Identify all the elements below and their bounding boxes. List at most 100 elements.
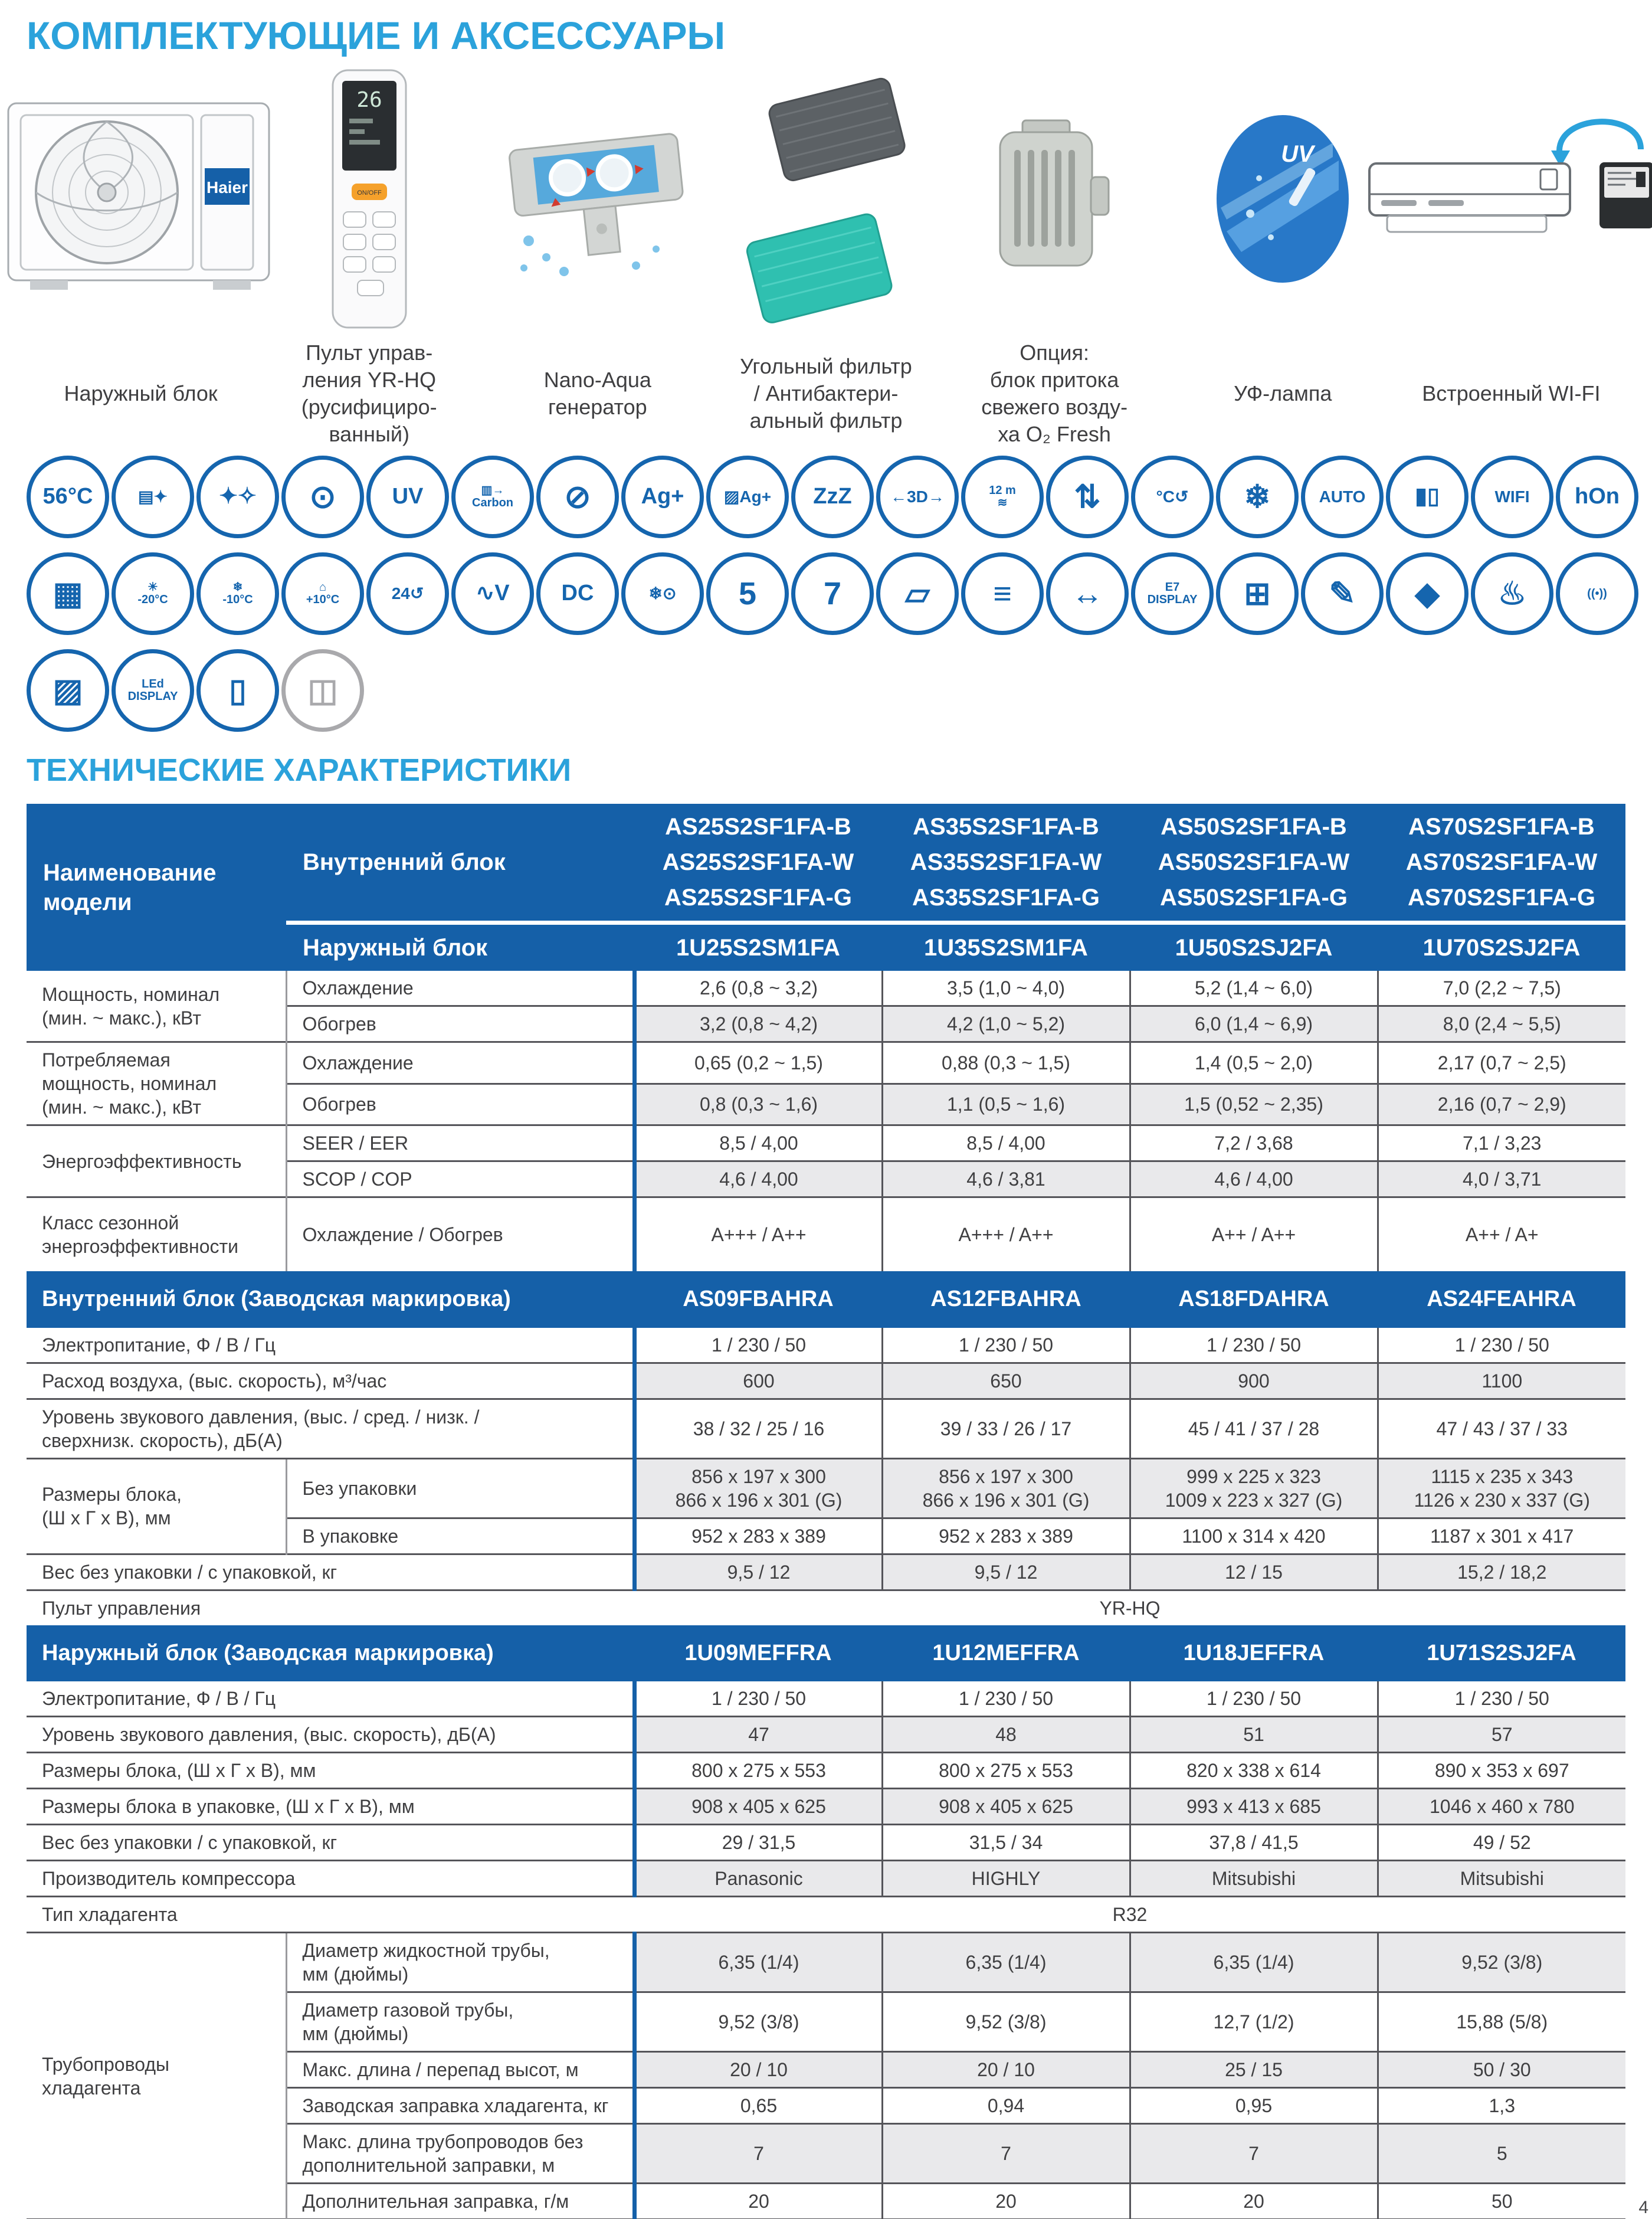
temp-56c-icon: 56°C — [27, 456, 109, 538]
row-sub-label: В упаковке — [285, 1517, 634, 1554]
spec-value: 7,2 / 3,68 — [1129, 1124, 1378, 1161]
spec-table: Наименование модели Внутренний блок AS25… — [27, 804, 1625, 2219]
spec-value: 4,0 / 3,71 — [1376, 1160, 1625, 1197]
row-label: Уровень звукового давления, (выс. скорос… — [27, 1716, 634, 1753]
spec-value: 1 / 230 / 50 — [1376, 1681, 1625, 1717]
indoor-unit-header: Внутренний блок — [286, 804, 634, 923]
spec-value: 2,6 (0,8 ~ 3,2) — [632, 971, 882, 1006]
hon-app-icon: hOn — [1556, 456, 1638, 538]
spec-value: 45 / 41 / 37 / 28 — [1129, 1397, 1378, 1458]
spec-value: 650 — [881, 1361, 1130, 1399]
row-label: Пульт управления — [27, 1589, 634, 1625]
spec-value: 9,52 (3/8) — [632, 1991, 882, 2052]
spec-value: A++ / A++ — [1129, 1196, 1378, 1271]
product-caption: Встроенный WI-FI — [1422, 381, 1601, 405]
uv-lamp-icon: UV — [366, 456, 449, 538]
pcb-protection-icon: ♨ — [1471, 552, 1553, 635]
spec-value: 1100 — [1376, 1361, 1625, 1399]
specs-title: ТЕХНИЧЕСКИЕ ХАРАКТЕРИСТИКИ — [27, 752, 572, 788]
row-sub-label: Без упаковки — [285, 1457, 634, 1518]
spec-value: 49 / 52 — [1376, 1824, 1625, 1861]
model-name-header: Наименование модели — [27, 804, 286, 971]
airflow-updown-icon: ⇅ — [1046, 456, 1129, 538]
table-row: Уровень звукового давления, (выс. / сред… — [27, 1397, 1625, 1458]
spec-value: 1,5 (0,52 ~ 2,35) — [1129, 1082, 1378, 1125]
spec-value: 51 — [1129, 1716, 1378, 1753]
spec-value: 952 x 283 x 389 — [881, 1517, 1130, 1554]
row-label: Вес без упаковки / с упаковкой, кг — [27, 1553, 634, 1590]
spec-value: 800 x 275 x 553 — [881, 1752, 1130, 1789]
spec-value: 1 / 230 / 50 — [881, 1681, 1130, 1717]
spec-value: 20 / 10 — [632, 2051, 882, 2088]
spec-value: 3,5 (1,0 ~ 4,0) — [881, 971, 1130, 1006]
soft-airflow-icon: ❄ — [1216, 456, 1299, 538]
spec-value: 4,6 / 3,81 — [881, 1160, 1130, 1197]
product-remote-control: 26 ON/OFF Пульт управ- ления YR-HQ (руси… — [255, 66, 483, 456]
spec-value: 15,88 (5/8) — [1376, 1991, 1625, 2052]
outdoor-factory-code: 1U18JEFFRA — [1130, 1625, 1378, 1681]
dust-removal-icon: ⊘ — [536, 456, 619, 538]
outdoor-unit-header: Наружный блок — [286, 921, 634, 971]
spec-value: 800 x 275 x 553 — [632, 1752, 882, 1789]
table-row: Дополнительная заправка, г/м 20 20 20 50 — [27, 2182, 1625, 2219]
indoor-models: AS70S2SF1FA-B AS70S2SF1FA-W AS70S2SF1FA-… — [1378, 804, 1625, 923]
svg-text:Haier: Haier — [206, 178, 248, 197]
spec-value: 5,2 (1,4 ~ 6,0) — [1129, 971, 1378, 1006]
self-clean-icon: ▤✦ — [112, 456, 194, 538]
row-sub-label: Диаметр жидкостной трубы, мм (дюймы) — [285, 1932, 634, 1992]
product-fresh-air-block: Опция: блок притока свежего возду- ха O₂… — [940, 66, 1169, 456]
row-sub-label: Макс. длина / перепад высот, м — [285, 2051, 634, 2088]
feature-icons-row-1: 56°C ▤✦ ✦✧ ⊙ UV ▥→ Carbon ⊘ Ag+ ▨Ag+ ZzZ… — [27, 456, 1638, 538]
row-sub-label: Макс. длина трубопроводов без дополнител… — [285, 2123, 634, 2184]
panel-lock-icon: ⊞ — [1216, 552, 1299, 635]
spec-value: 1115 x 235 x 343 1126 x 230 x 337 (G) — [1376, 1457, 1625, 1518]
spec-value: 2,16 (0,7 ~ 2,9) — [1376, 1082, 1625, 1125]
spec-value: 1,3 — [1376, 2087, 1625, 2124]
spec-value: 0,95 — [1129, 2087, 1378, 2124]
spec-value: 0,88 (0,3 ~ 1,5) — [881, 1041, 1130, 1084]
spec-value: 20 — [1129, 2182, 1378, 2219]
power-module-icon: ▮▯ — [1386, 456, 1469, 538]
spec-value: 4,6 / 4,00 — [632, 1160, 882, 1197]
spec-value: Panasonic — [632, 1860, 882, 1897]
uv-lamp-image: UV — [1209, 66, 1356, 332]
row-sub-label: Охлаждение — [285, 1041, 634, 1084]
spec-value: 12,7 (1/2) — [1129, 1991, 1378, 2052]
spec-value: 38 / 32 / 25 / 16 — [632, 1397, 882, 1458]
spec-value: 4,6 / 4,00 — [1129, 1160, 1378, 1197]
timer-24h-icon: 24↺ — [366, 552, 449, 635]
spec-value: 20 — [881, 2182, 1130, 2219]
spec-value: 5 — [1376, 2123, 1625, 2184]
row-sub-label: SCOP / COP — [285, 1160, 634, 1197]
row-sub-label: SEER / EER — [285, 1124, 634, 1161]
spec-value: 1,4 (0,5 ~ 2,0) — [1129, 1041, 1378, 1084]
spec-value: 952 x 283 x 389 — [632, 1517, 882, 1554]
spec-value: 12 / 15 — [1129, 1553, 1378, 1590]
shield-icon: ◆ — [1386, 552, 1469, 635]
row-group-label: Потребляемая мощность, номинал (мин. ~ м… — [27, 1041, 286, 1125]
dc-inverter-icon: DC — [536, 552, 619, 635]
product-caption: УФ-лампа — [1234, 381, 1332, 405]
spec-value: 890 x 353 x 697 — [1376, 1752, 1625, 1789]
indoor-factory-code: AS12FBAHRA — [882, 1271, 1130, 1328]
product-caption: Nano-Aqua генератор — [543, 367, 651, 419]
table-row: Макс. длина трубопроводов без дополнител… — [27, 2123, 1625, 2184]
airflow-3d-icon: ←3D→ — [876, 456, 959, 538]
section-label: Наружный блок (Заводская маркировка) — [27, 1625, 634, 1681]
spec-value: 50 / 30 — [1376, 2051, 1625, 2088]
defrost-icon: ❄⊙ — [621, 552, 704, 635]
spec-value: 20 — [632, 2182, 882, 2219]
feature-icons-row-2: ▦ ☀ -20°C ❄ -10°C ⌂ +10°C 24↺ ∿V DC ❄⊙ 5… — [27, 552, 1638, 635]
auto-temp-icon: °C↺ — [1131, 456, 1214, 538]
spec-value: 1100 x 314 x 420 — [1129, 1517, 1378, 1554]
spec-value: 7,1 / 3,23 — [1376, 1124, 1625, 1161]
row-sub-label: Обогрев — [285, 1005, 634, 1042]
table-row: Вес без упаковки / с упаковкой, кг 9,5 /… — [27, 1553, 1625, 1590]
spec-value: 8,5 / 4,00 — [632, 1124, 882, 1161]
product-wifi-module: Встроенный WI-FI — [1368, 66, 1652, 456]
spec-value: 0,65 — [632, 2087, 882, 2124]
row-group-label: Энергоэффективность — [27, 1124, 286, 1197]
spec-value: 39 / 33 / 26 / 17 — [881, 1397, 1130, 1458]
nano-aqua-image — [500, 66, 695, 332]
heating-minus20-icon: ☀ -20°C — [112, 552, 194, 635]
